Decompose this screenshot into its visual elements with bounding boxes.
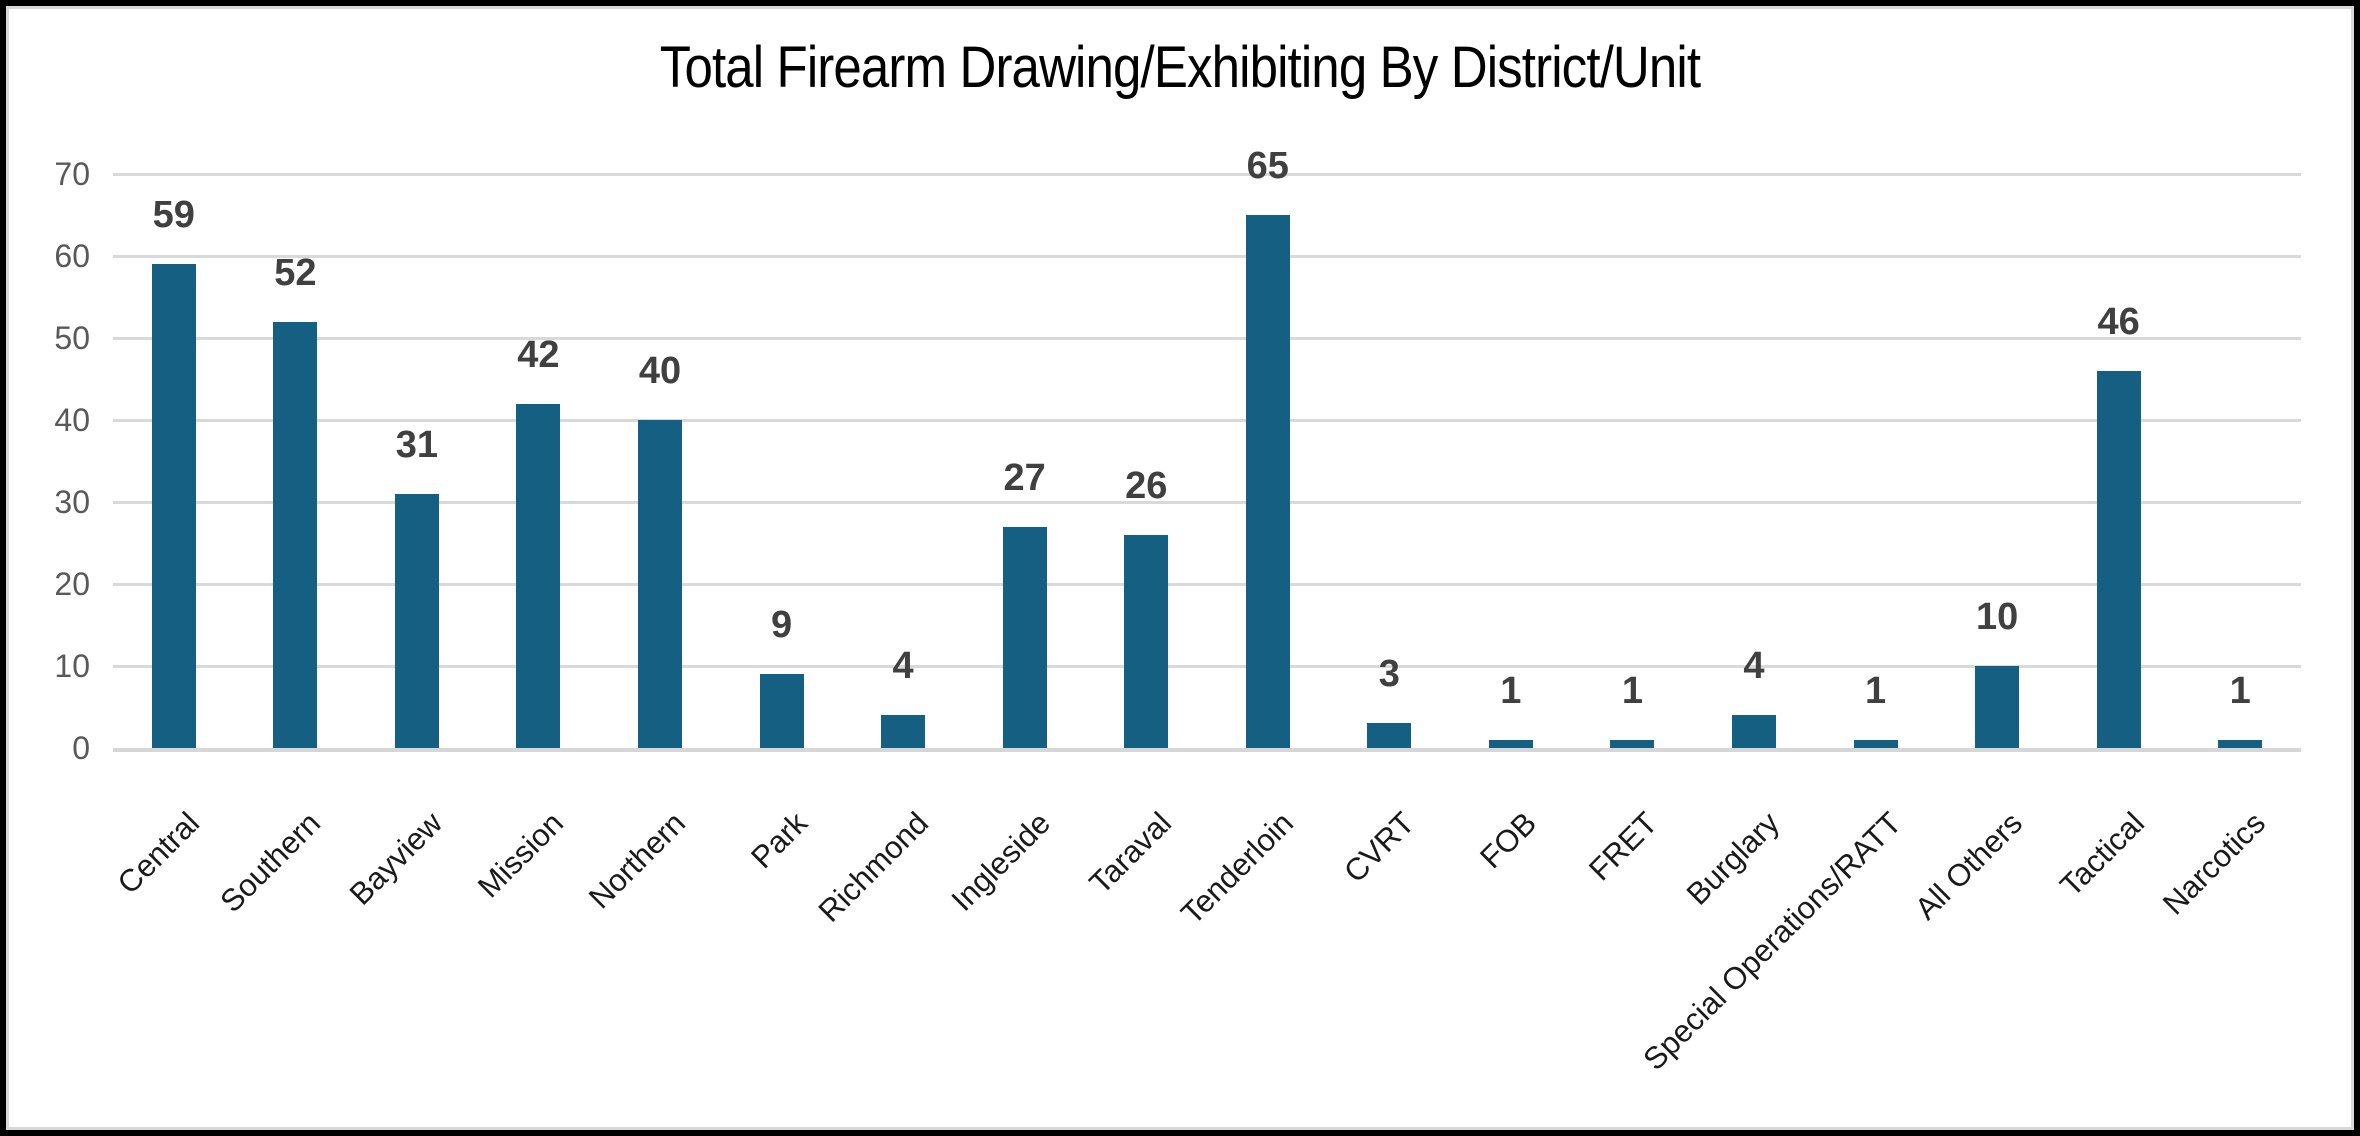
gridline: [113, 418, 2301, 422]
bar-value-label: 27: [1003, 457, 1046, 499]
bar: [1732, 715, 1776, 748]
bar: [1610, 740, 1655, 748]
bar: [1975, 666, 2020, 748]
bar-value-label: 46: [2097, 301, 2140, 343]
y-axis-tick-label: 0: [72, 730, 90, 766]
bar-value-label: 59: [152, 194, 195, 236]
x-axis-category-label: Narcotics: [2156, 805, 2273, 922]
bar: [759, 674, 804, 748]
gridline: [113, 582, 2301, 586]
bar: [273, 322, 318, 748]
chart-title: Total Firearm Drawing/Exhibiting By Dist…: [659, 35, 1701, 100]
bar: [1367, 723, 1412, 748]
bar: [394, 494, 439, 748]
bar-value-label: 1: [1864, 670, 1887, 712]
y-axis-tick-label: 50: [54, 320, 90, 356]
bar-value-label: 9: [770, 604, 793, 646]
bar-value-label: 4: [892, 645, 914, 687]
y-axis-tick-label: 10: [54, 648, 90, 684]
bar: [151, 264, 196, 748]
y-axis-tick-label: 30: [54, 484, 90, 520]
bar-value-label: 26: [1125, 465, 1168, 507]
bar-value-label: 52: [274, 252, 317, 294]
bar-value-label: 65: [1246, 145, 1289, 187]
y-axis-tick-label: 70: [54, 156, 90, 192]
bar: [1002, 527, 1047, 748]
gridline: [113, 500, 2301, 504]
bar-value-label: 40: [638, 350, 682, 392]
bar-value-label: 1: [2229, 670, 2251, 712]
gridline: [113, 254, 2301, 258]
bar: [1245, 215, 1290, 748]
y-axis-tick-label: 40: [54, 402, 90, 438]
bar-value-label: 1: [1621, 670, 1643, 712]
bar: [638, 420, 682, 748]
bar-value-label: 4: [1743, 645, 1765, 687]
y-axis-tick-label: 20: [54, 566, 90, 602]
bar: [1853, 740, 1898, 748]
bar-value-label: 31: [395, 424, 439, 466]
gridline: [113, 172, 2301, 176]
bar: [1124, 535, 1169, 748]
bar: [2218, 740, 2263, 748]
gridline: [113, 336, 2301, 340]
bar: [2096, 371, 2141, 748]
bar: [881, 715, 926, 748]
bar-value-label: 10: [1975, 596, 2019, 638]
bar: [516, 404, 561, 748]
x-axis-line: [113, 748, 2301, 752]
gridline: [113, 664, 2301, 668]
bar-value-label: 42: [517, 334, 560, 376]
bar-value-label: 3: [1378, 653, 1400, 695]
bar-value-label: 1: [1500, 670, 1522, 712]
y-axis-tick-label: 60: [54, 238, 90, 274]
bar: [1488, 740, 1533, 748]
